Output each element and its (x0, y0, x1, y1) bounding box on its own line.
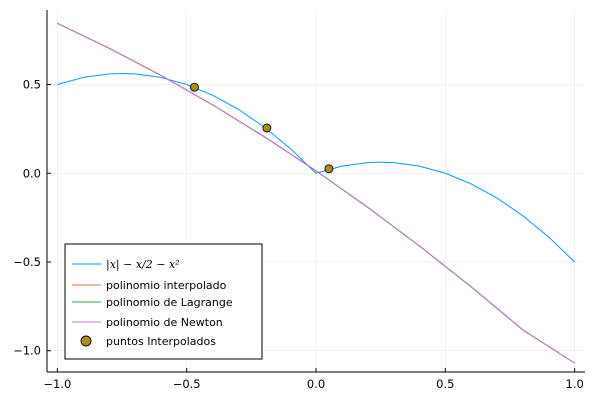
x-tick-label-3: 0.5 (436, 377, 454, 391)
data-point-1 (262, 123, 272, 133)
legend-label-2: polinomio de Lagrange (106, 296, 233, 309)
legend-label-3: polinomio de Newton (106, 316, 223, 329)
legend-label-0: |x| − x/2 − x² (106, 258, 180, 272)
legend-label-4: puntos Interpolados (106, 335, 216, 348)
y-tick-label-2: 0.0 (23, 166, 41, 180)
data-point-0 (189, 82, 199, 92)
legend-label-1: polinomio interpolado (106, 279, 227, 292)
series-line-3 (57, 22, 575, 364)
interpolated-points (189, 82, 334, 174)
legend: |x| − x/2 − x² polinomio interpolado polin… (64, 243, 263, 360)
plot-series (57, 22, 575, 364)
y-tick-label-1: −0.5 (13, 255, 41, 269)
series-line-0 (57, 72, 575, 263)
y-tick-label-3: 0.5 (23, 78, 41, 92)
y-tick-label-0: −1.0 (13, 344, 41, 358)
x-tick-label-2: 0.0 (307, 377, 325, 391)
data-point-2 (324, 164, 334, 174)
axes (46, 10, 585, 373)
x-tick-label-0: −1.0 (43, 377, 71, 391)
x-tick-label-1: −0.5 (173, 377, 201, 391)
tick-labels: −1.0 −0.5 0.0 0.5 1.0 −1.0 −0.5 0.0 0.5 (13, 78, 584, 391)
x-tick-label-4: 1.0 (566, 377, 584, 391)
legend-swatch-4 (80, 335, 92, 347)
